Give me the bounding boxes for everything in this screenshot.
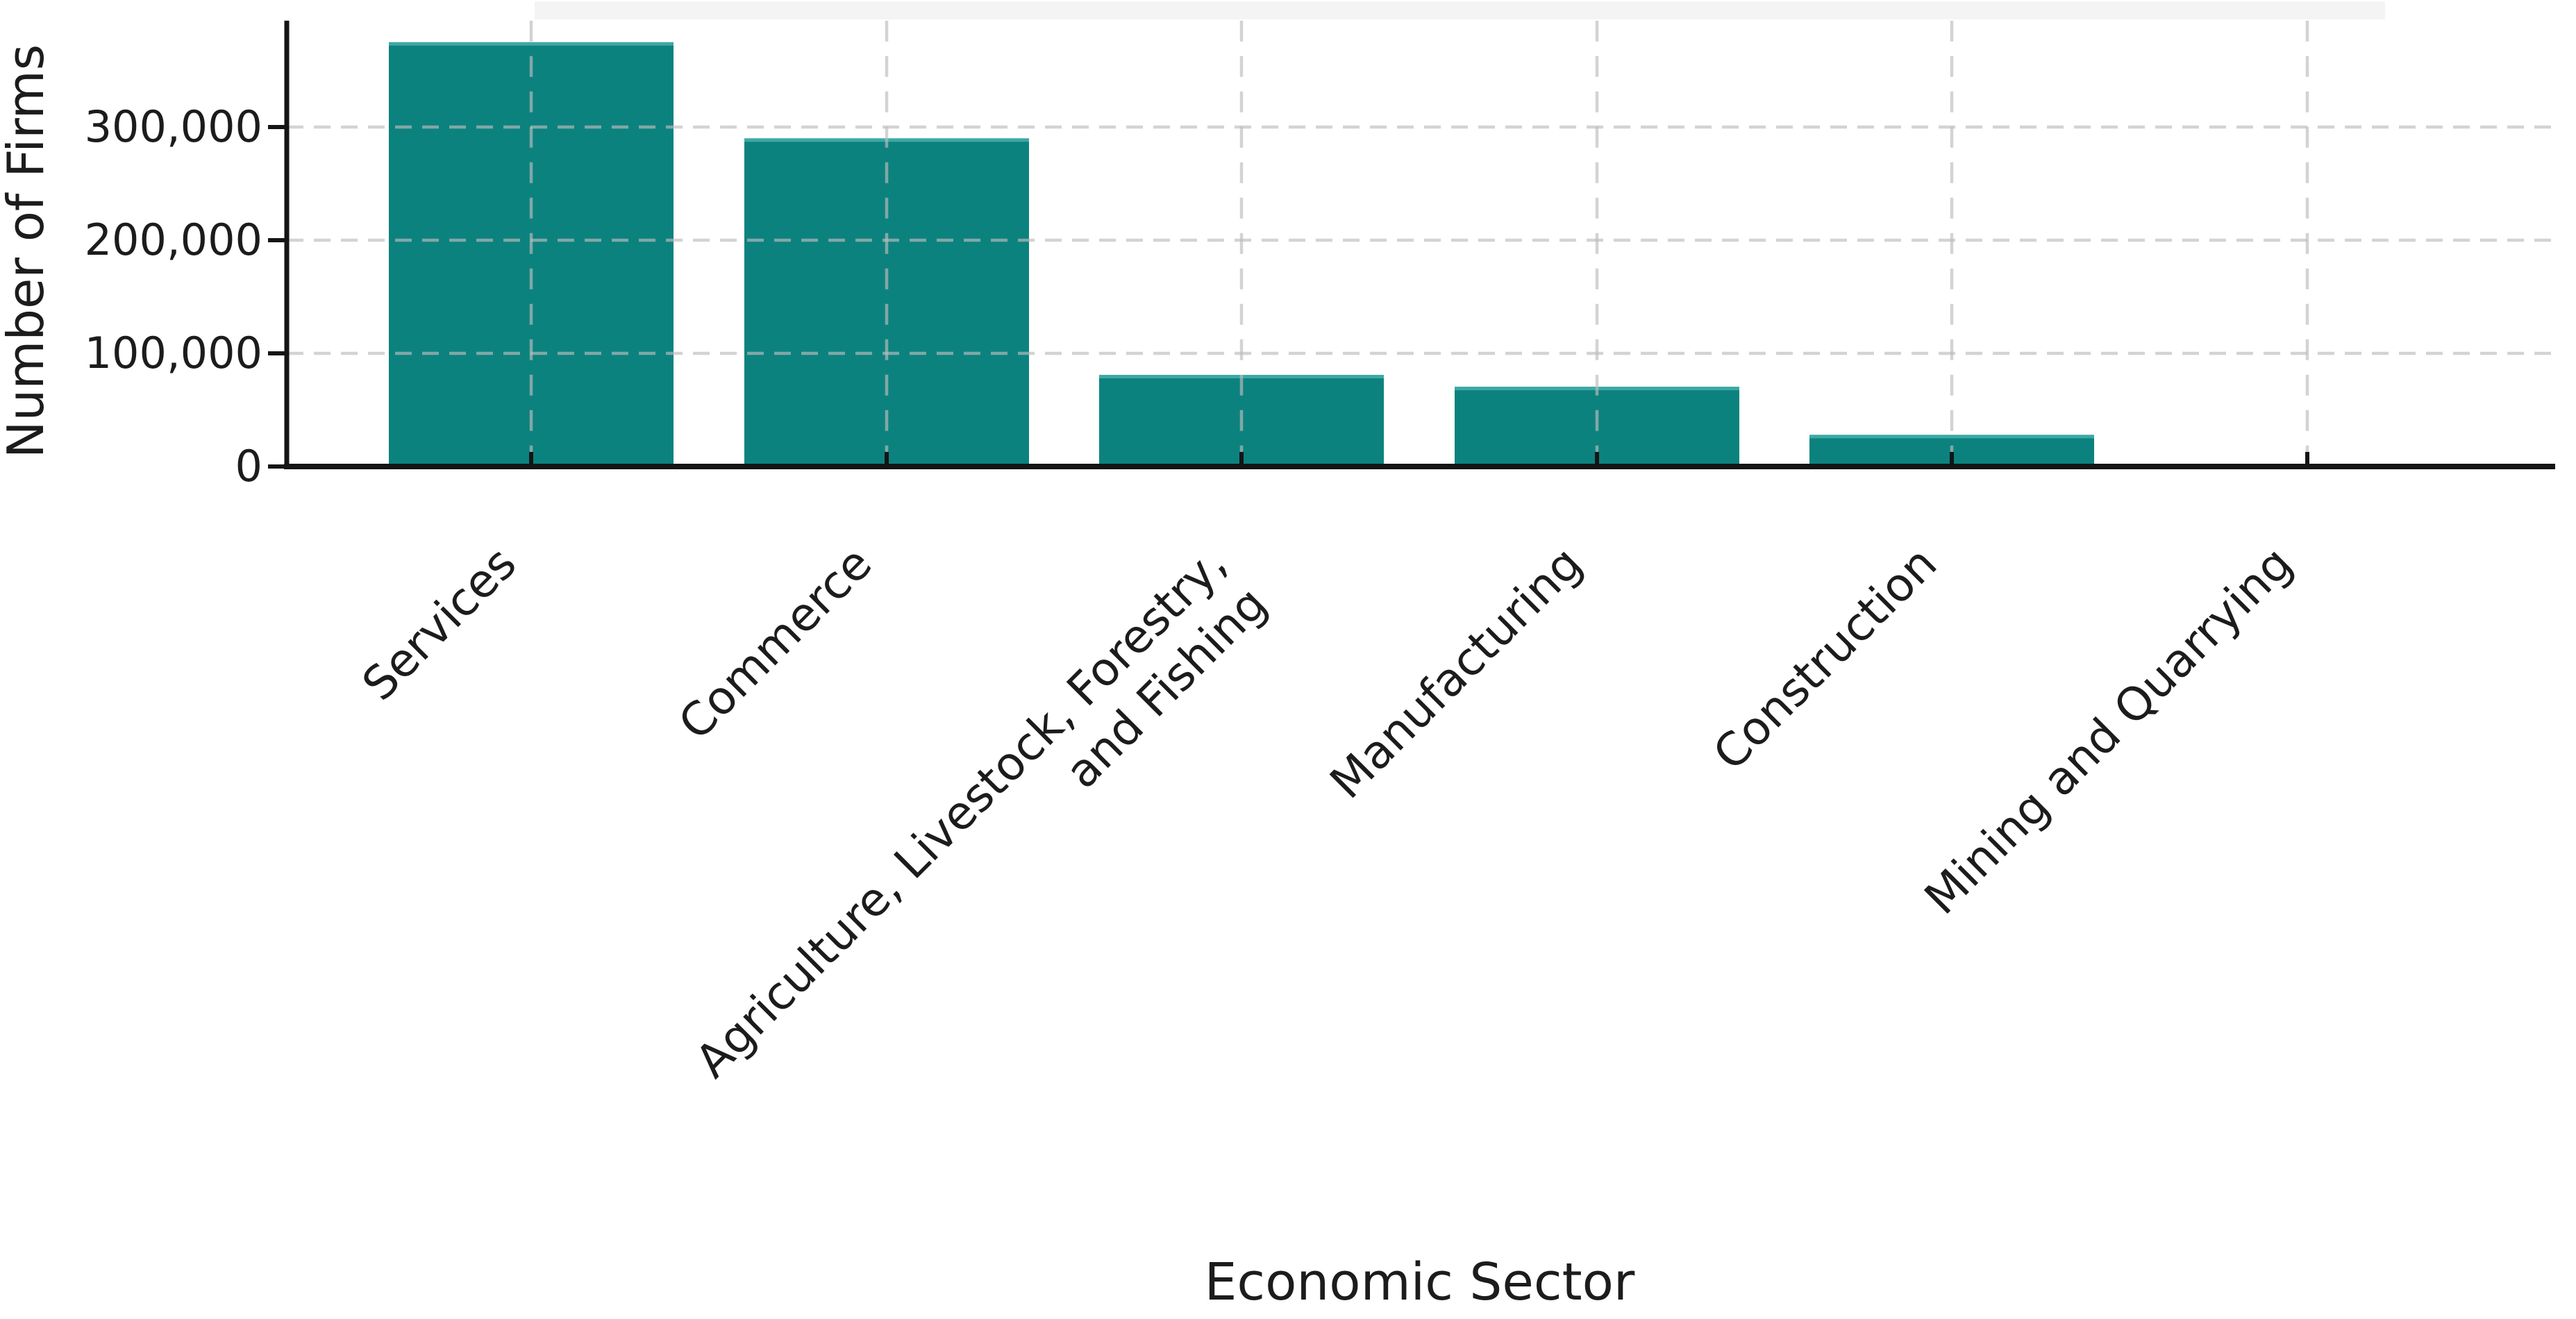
axis-spines	[284, 20, 2555, 469]
vertical-gridlines	[529, 20, 2309, 467]
y-tick-labels: 0 100,000 200,000 300,000	[85, 101, 262, 492]
y-tick-label-200000: 200,000	[85, 215, 262, 265]
y-tick-label-0: 0	[235, 441, 262, 492]
bar-services	[389, 42, 674, 468]
bar-top-edge-construction	[1809, 435, 2094, 439]
top-crop-artifact	[535, 1, 2385, 19]
tick-marks	[268, 125, 2309, 469]
bar-top-edge-services	[389, 42, 674, 46]
y-tick-label-100000: 100,000	[85, 328, 262, 378]
y-tick-label-300000: 300,000	[85, 101, 262, 152]
y-axis-title: Number of Firms	[0, 44, 55, 459]
x-axis-title: Economic Sector	[1205, 1252, 1635, 1312]
